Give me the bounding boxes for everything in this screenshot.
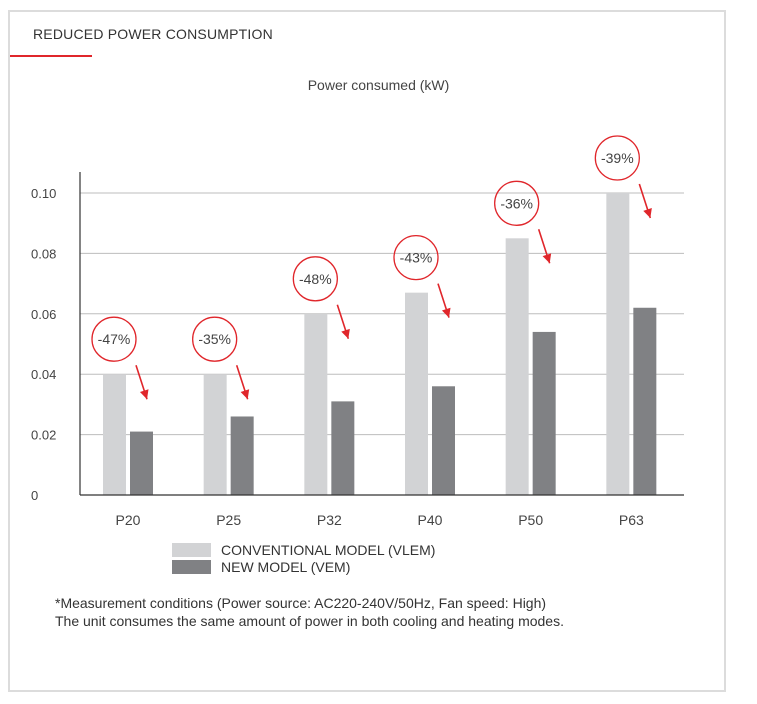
y-tick-label: 0.02 (31, 428, 56, 443)
reduction-label: -43% (400, 250, 433, 266)
grid-lines (80, 192, 684, 436)
bar-new (130, 431, 153, 495)
y-tick-label: 0.04 (31, 367, 56, 382)
legend-label-conventional: CONVENTIONAL MODEL (VLEM) (221, 541, 436, 558)
reduction-label: -48% (299, 271, 332, 287)
bar-new (532, 331, 556, 495)
bar-conventional (405, 292, 428, 495)
reduction-arrowhead (542, 253, 552, 264)
section-title: REDUCED POWER CONSUMPTION (33, 26, 273, 42)
x-tick-label: P40 (418, 512, 443, 528)
bars (103, 193, 657, 496)
reduction-arrowhead (240, 389, 250, 400)
legend-swatch-conventional (172, 542, 211, 557)
x-tick-label: P32 (317, 512, 342, 528)
bar-new (230, 416, 254, 495)
bar-new (432, 386, 455, 495)
x-tick-label: P63 (619, 512, 644, 528)
reduction-arrowhead (341, 328, 350, 339)
bar-conventional (304, 313, 328, 495)
reduction-circle (192, 316, 238, 362)
reduction-annotations: -47% -35% -48% -43% -36% -39% (91, 135, 652, 400)
bar-new (633, 307, 657, 495)
reduction-circle (292, 256, 338, 302)
legend-swatch-new (172, 559, 211, 574)
reduction-arrowhead (441, 307, 451, 318)
legend-item-conventional: CONVENTIONAL MODEL (VLEM) (172, 541, 435, 558)
axes (79, 172, 684, 496)
legend-item-new: NEW MODEL (VEM) (172, 558, 435, 575)
reduction-circle (594, 135, 640, 181)
chart-title: Power consumed (kW) (307, 77, 450, 93)
y-tick-label: 0.06 (31, 307, 56, 322)
reduction-circle (494, 180, 540, 226)
measurement-notes: *Measurement conditions (Power source: A… (55, 594, 564, 630)
axis-labels: 0 0.02 0.04 0.06 0.08 0.10 P20 P25 P32 P40 P50 P63 (31, 186, 644, 528)
y-tick-label: 0 (31, 488, 38, 503)
bar-conventional (103, 374, 126, 495)
reduction-circle (91, 316, 137, 362)
x-tick-label: P25 (216, 512, 241, 528)
reduction-arrowhead (139, 389, 149, 400)
reduction-circle (393, 235, 439, 281)
bar-new (331, 401, 355, 495)
x-tick-label: P50 (518, 512, 543, 528)
bar-conventional (203, 374, 227, 495)
note-line: The unit consumes the same amount of pow… (55, 613, 564, 629)
reduction-label: -36% (500, 195, 533, 211)
bar-conventional (606, 193, 630, 495)
note-line: *Measurement conditions (Power source: A… (55, 595, 547, 611)
section-accent-line (10, 55, 92, 57)
reduction-label: -35% (198, 331, 231, 347)
reduction-label: -39% (601, 150, 634, 166)
bar-conventional (505, 238, 529, 496)
legend: CONVENTIONAL MODEL (VLEM) NEW MODEL (VEM… (172, 541, 435, 575)
reduction-arrowhead (643, 208, 652, 218)
reduction-label: -47% (98, 331, 131, 347)
legend-label-new: NEW MODEL (VEM) (221, 558, 351, 575)
y-tick-label: 0.08 (31, 246, 56, 261)
y-tick-label: 0.10 (31, 186, 56, 201)
x-tick-label: P20 (116, 512, 141, 528)
